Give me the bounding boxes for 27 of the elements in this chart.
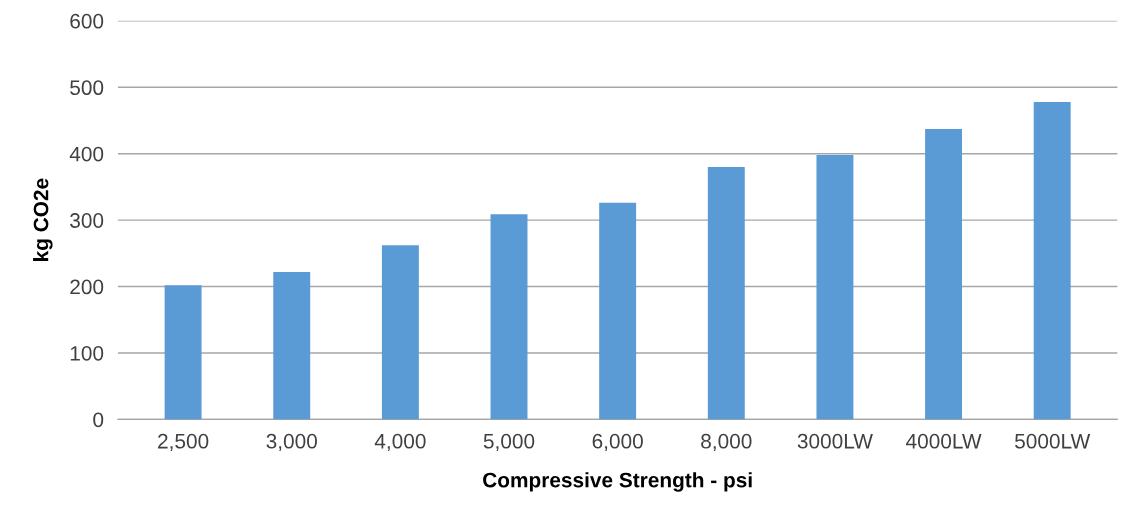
bar bbox=[164, 285, 202, 420]
x-tick-label: 8,000 bbox=[701, 433, 752, 452]
y-tick-label: 200 bbox=[70, 279, 104, 295]
bar bbox=[273, 271, 311, 420]
bar bbox=[816, 155, 854, 420]
y-tick-label: 400 bbox=[69, 146, 104, 162]
x-tick-label: 6,000 bbox=[592, 433, 643, 452]
x-tick-label: 3,000 bbox=[266, 433, 317, 452]
y-axis-title: kg CO2e bbox=[33, 178, 53, 261]
bar bbox=[1033, 101, 1071, 420]
x-tick-label: 5000LW bbox=[1015, 433, 1091, 449]
bar bbox=[599, 202, 637, 420]
y-tick-label: 300 bbox=[70, 213, 104, 228]
bar bbox=[925, 129, 963, 420]
bar bbox=[490, 214, 528, 420]
y-tick-label: 500 bbox=[70, 80, 104, 96]
bar bbox=[707, 166, 745, 420]
x-tick-label: 4,000 bbox=[374, 433, 426, 452]
y-tick-label: 600 bbox=[70, 13, 104, 29]
x-tick-label: 4000LW bbox=[906, 433, 982, 449]
x-tick-label: 5,000 bbox=[483, 433, 535, 452]
x-axis-title: Compressive Strength - psi bbox=[483, 472, 752, 492]
y-tick-label: 100 bbox=[70, 345, 104, 361]
x-tick-label: 2,500 bbox=[158, 433, 209, 452]
x-tick-label: 3000LW bbox=[797, 433, 873, 449]
y-tick-label: 0 bbox=[93, 412, 104, 428]
bar bbox=[381, 245, 419, 420]
